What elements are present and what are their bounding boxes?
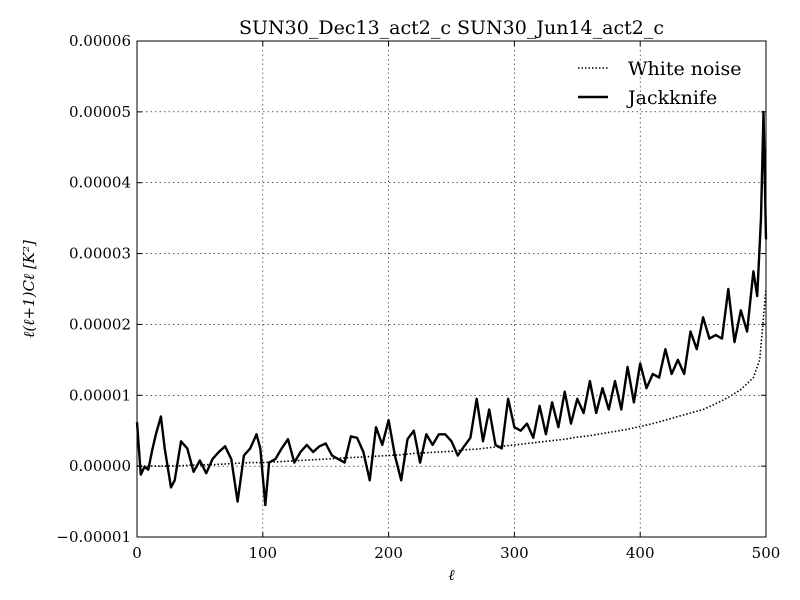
- x-tick-label: 100: [248, 544, 277, 562]
- x-axis-label: ℓ: [448, 566, 454, 584]
- x-tick-label: 200: [374, 544, 403, 562]
- y-tick-label: 0.00005: [69, 103, 131, 121]
- y-tick-label: −0.00001: [56, 528, 131, 546]
- legend: White noise Jackknife: [578, 58, 742, 109]
- series-line-white-noise: [137, 288, 767, 467]
- y-tick-label: 0.00003: [69, 245, 131, 263]
- x-tick-label: 300: [500, 544, 529, 562]
- x-tick-label: 0: [132, 544, 142, 562]
- y-tick-label: 0.00006: [69, 32, 131, 50]
- x-tick-label: 500: [752, 544, 781, 562]
- legend-label-white-noise: White noise: [628, 58, 742, 80]
- chart-title: SUN30_Dec13_act2_c SUN30_Jun14_act2_c: [239, 17, 664, 39]
- y-tick-label: 0.00001: [69, 386, 131, 404]
- x-tick-label: 400: [626, 544, 655, 562]
- axis-ticks: 0 100 200 300 400 500 −0.00001 0.00000 0.00001 0.…: [56, 32, 780, 562]
- y-tick-label: 0.00000: [69, 457, 131, 475]
- series-line-jackknife: [135, 110, 768, 507]
- plot-frame: [136, 40, 767, 538]
- y-tick-label: 0.00002: [69, 315, 131, 333]
- legend-label-jackknife: Jackknife: [626, 87, 717, 109]
- y-axis-label: ℓ(ℓ+1)Cℓ [K²]: [20, 240, 38, 338]
- plot-series: [135, 110, 768, 507]
- y-tick-label: 0.00004: [69, 174, 131, 192]
